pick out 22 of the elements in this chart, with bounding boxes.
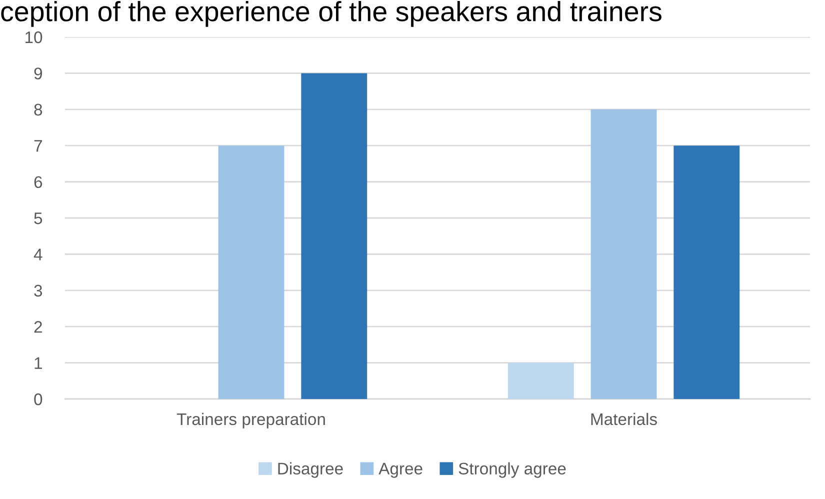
y-tick-label: 1 — [34, 357, 42, 369]
y-tick-label: 9 — [34, 68, 42, 80]
bar — [674, 146, 740, 399]
bar — [508, 362, 574, 399]
y-tick-label: 8 — [34, 104, 42, 116]
y-tick-label: 7 — [34, 140, 42, 152]
y-tick-label: 10 — [26, 31, 42, 44]
y-tick-label: 0 — [34, 393, 42, 406]
bar — [301, 73, 368, 399]
y-tick-label: 4 — [34, 248, 42, 260]
y-tick-label: 3 — [34, 284, 42, 297]
y-tick-label: 5 — [34, 212, 42, 224]
legend-label: Strongly agree — [458, 462, 566, 478]
y-tick-label: 6 — [34, 176, 42, 188]
bar — [218, 146, 284, 399]
legend-label: Agree — [378, 462, 422, 478]
y-tick-label: 2 — [34, 321, 42, 333]
chart-title: ception of the experience of the speakers and trainers — [1, 1, 662, 27]
x-tick-label: Materials — [591, 412, 657, 426]
x-tick-label: Trainers preparation — [176, 412, 325, 428]
bar — [590, 109, 657, 399]
legend-label: Disagree — [278, 462, 343, 478]
